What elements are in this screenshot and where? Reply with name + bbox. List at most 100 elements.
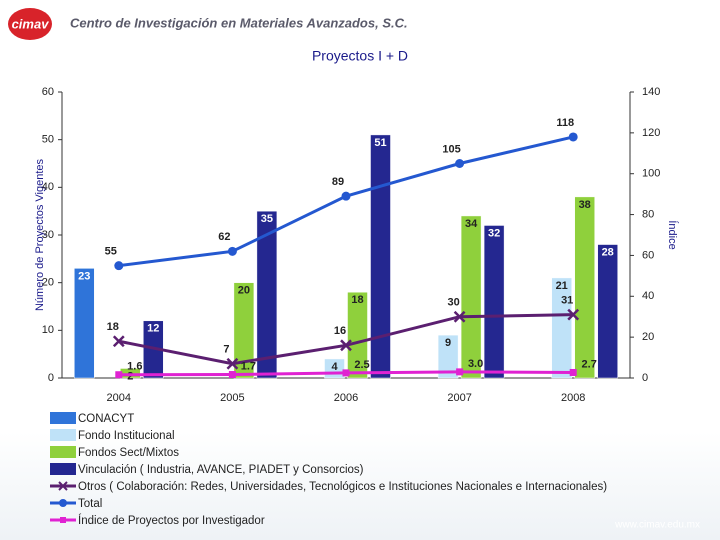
point xyxy=(114,261,124,271)
point xyxy=(341,191,351,201)
y-tick-label: 10 xyxy=(42,324,54,336)
y2-axis-label: Índice xyxy=(666,220,679,249)
bar xyxy=(574,196,595,379)
bar xyxy=(437,334,459,379)
x-tick-label: 2008 xyxy=(561,392,585,404)
y2-tick-label: 40 xyxy=(642,290,654,302)
point-label: 1.6 xyxy=(127,361,142,373)
y-axis-label: Número de Proyectos Vigentes xyxy=(34,158,46,311)
series-line xyxy=(118,135,574,268)
point-label: 18 xyxy=(107,321,119,333)
bar xyxy=(233,282,255,379)
x-tick-label: 2007 xyxy=(447,392,471,404)
legend-swatch xyxy=(50,412,76,424)
point xyxy=(112,335,125,348)
y-tick-label: 60 xyxy=(42,86,54,98)
bar-label: 20 xyxy=(238,285,250,297)
bar xyxy=(597,244,618,379)
legend-label: Vinculación ( Industria, AVANCE, PIADET … xyxy=(78,464,364,476)
footer-url: www.cimav.edu.mx xyxy=(614,520,700,531)
bar-label: 18 xyxy=(351,294,363,306)
legend-label: Fondo Institucional xyxy=(78,430,175,442)
legend-swatch xyxy=(50,463,76,475)
point xyxy=(455,159,465,168)
point xyxy=(227,246,237,256)
chart-title: Proyectos I + D xyxy=(312,48,408,64)
x-tick-label: 2006 xyxy=(334,392,358,404)
point-label: 2.5 xyxy=(354,359,369,371)
point xyxy=(226,357,239,370)
point xyxy=(340,339,352,352)
bar-label: 38 xyxy=(579,199,591,211)
organization: Centro de Investigación en Materiales Av… xyxy=(70,15,408,30)
bar-label: 34 xyxy=(465,218,478,230)
x-tick-label: 2004 xyxy=(107,392,131,404)
y-tick-label: 30 xyxy=(42,229,54,241)
point xyxy=(342,369,350,377)
point xyxy=(456,368,464,376)
legend-label: Total xyxy=(78,498,102,510)
y2-tick-label: 80 xyxy=(642,208,654,220)
y-tick-label: 0 xyxy=(48,372,54,384)
legend-marker xyxy=(60,517,66,523)
point xyxy=(568,132,578,142)
legend-label: Índice de Proyectos por Investigador xyxy=(78,514,265,527)
y2-tick-label: 140 xyxy=(642,86,660,98)
y2-tick-label: 120 xyxy=(642,127,660,139)
bar-label: 35 xyxy=(261,213,273,225)
legend-label: CONACYT xyxy=(78,413,134,425)
bar-label: 21 xyxy=(556,280,568,292)
point-label: 31 xyxy=(561,295,573,307)
point-label: 3.0 xyxy=(468,358,483,370)
bar-label: 2 xyxy=(127,370,133,382)
bar xyxy=(460,215,482,379)
logo-mark xyxy=(8,8,52,40)
bar-label: 51 xyxy=(374,137,386,149)
bar xyxy=(74,268,95,379)
point-label: 118 xyxy=(556,117,574,129)
legend-label: Otros ( Colaboración: Redes, Universidad… xyxy=(78,481,607,493)
y2-tick-label: 60 xyxy=(642,249,654,261)
legend-marker xyxy=(59,499,67,507)
point xyxy=(115,371,123,379)
bar-label: 4 xyxy=(331,361,338,373)
bar xyxy=(483,225,505,379)
point-label: 16 xyxy=(334,325,346,337)
x-tick-label: 2005 xyxy=(220,392,244,404)
point-label: 7 xyxy=(223,344,229,356)
legend-swatch xyxy=(50,446,76,458)
point-label: 105 xyxy=(442,143,460,155)
y-tick-label: 40 xyxy=(42,181,54,193)
y-tick-label: 20 xyxy=(42,277,54,289)
y2-tick-label: 0 xyxy=(642,372,648,384)
point xyxy=(453,310,466,323)
point xyxy=(228,371,236,379)
legend-marker xyxy=(58,481,68,491)
logo-text: cimav xyxy=(12,16,50,31)
legend-label: Fondos Sect/Mixtos xyxy=(78,447,179,459)
point-label: 62 xyxy=(218,231,230,243)
bar xyxy=(370,134,391,379)
point-label: 55 xyxy=(105,246,117,258)
bar xyxy=(256,210,278,379)
bar-label: 23 xyxy=(78,270,90,282)
point-label: 30 xyxy=(447,297,459,309)
bar-label: 32 xyxy=(488,227,500,239)
y2-tick-label: 20 xyxy=(642,331,654,343)
bar-label: 28 xyxy=(602,246,614,258)
bar xyxy=(551,277,572,379)
point-label: 89 xyxy=(332,176,344,188)
point-label: 2.7 xyxy=(582,358,597,370)
y2-tick-label: 100 xyxy=(642,168,660,180)
point-label: 1.7 xyxy=(241,360,256,372)
bar xyxy=(347,291,368,379)
point xyxy=(567,308,580,321)
bar-label: 9 xyxy=(445,337,451,349)
point xyxy=(569,368,577,376)
series-line xyxy=(118,313,574,366)
legend-swatch xyxy=(50,429,76,441)
bar-label: 12 xyxy=(147,323,159,335)
y-tick-label: 50 xyxy=(42,134,54,146)
